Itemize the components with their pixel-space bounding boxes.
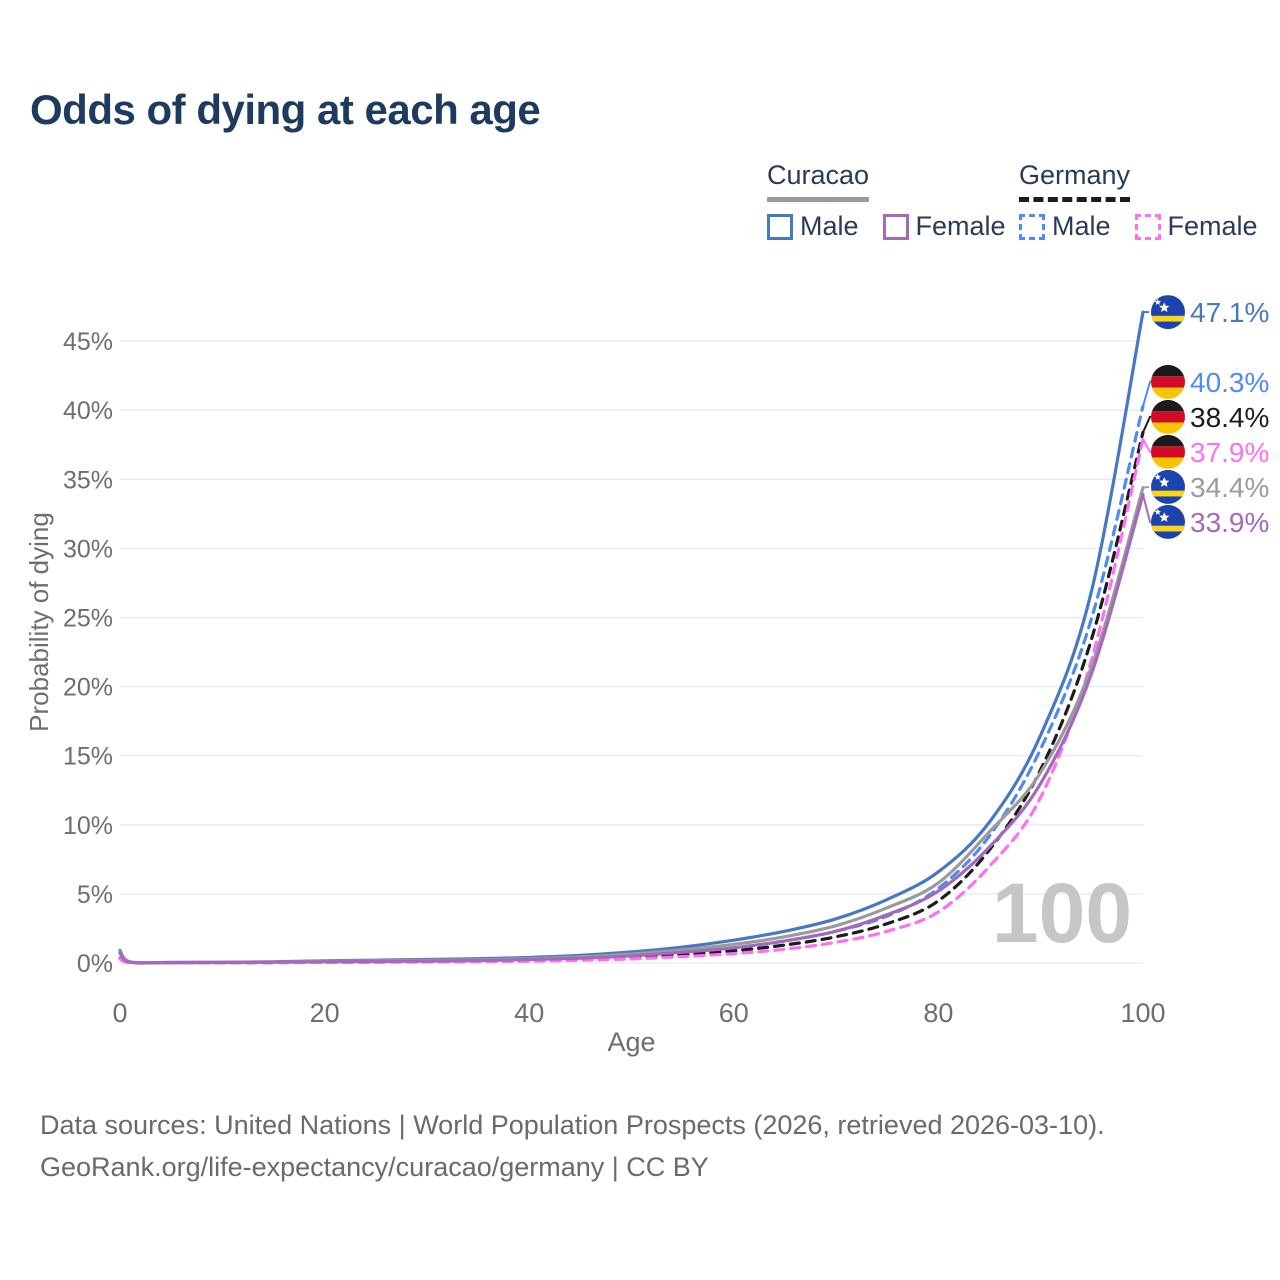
leader-line [1142,380,1152,407]
flag-field [1151,469,1185,504]
y-tick-label: 40% [63,397,113,425]
y-tick-label: 15% [63,743,113,771]
flag-stripe [1151,315,1185,322]
flag-band-gold [1151,457,1185,469]
star-shape [1159,477,1170,487]
y-tick-label: 20% [63,674,113,702]
star-shape [1154,508,1162,515]
series-line-germany-male [118,404,1145,965]
flag-band-red [1151,446,1185,458]
flag-band-black [1151,434,1185,447]
curacao-flag-icon [1151,469,1185,504]
x-tick-label: 0 [112,998,127,1028]
y-tick-label: 30% [63,535,113,563]
end-value-label-33.9%: 33.9% [1190,507,1269,538]
end-value-label-40.3%: 40.3% [1190,367,1269,398]
curacao-male-swatch-icon [767,213,793,240]
legend-header-curacao: Curacao [767,160,870,202]
flag-band-gold [1151,387,1185,399]
legend-item-curacao-female: Female [882,211,1006,242]
end-value-label-37.9%: 37.9% [1190,437,1269,468]
end-value-label-34.4%: 34.4% [1190,472,1269,503]
star-shape [1159,512,1170,522]
legend-item-germany-female: Female [1134,211,1258,242]
flag-band-black [1151,364,1185,377]
x-tick-label: 60 [719,998,749,1028]
footer-line-1: Data sources: United Nations | World Pop… [40,1110,1105,1140]
germany-flag-icon [1151,434,1185,469]
curacao-flag-icon [1151,295,1185,330]
flag-band-black [1151,399,1185,412]
star-shape [1159,302,1170,313]
legend-group-germany: Germany Male Female [1019,160,1258,242]
legend-group-curacao: Curacao Male Female [767,160,1006,242]
x-axis-title: Age [607,1027,655,1057]
flag-band-red [1151,411,1185,423]
flag-field [1151,504,1185,539]
y-tick-label: 10% [63,812,113,840]
y-tick-label: 25% [63,605,113,633]
leader-line [1142,415,1152,433]
watermark-age-100: 100 [992,866,1132,960]
y-tick-label: 0% [77,950,113,978]
legend-label-curacao-female: Female [915,211,1006,241]
curacao-flag-icon [1151,504,1185,539]
flag-stripe [1151,490,1185,497]
legend-label-germany-male: Male [1052,211,1111,241]
legend-header-germany: Germany [1019,160,1131,202]
series-line-curacao-both-sexes [118,486,1145,965]
end-value-label-47.1%: 47.1% [1190,297,1269,328]
series-line-germany-both-sexes [118,430,1145,965]
x-tick-label: 40 [514,998,544,1028]
flag-stripe [1151,525,1185,532]
y-axis-title: Probability of dying [24,512,54,732]
germany-male-swatch-icon [1019,213,1045,240]
germany-flag-icon [1151,399,1185,434]
curacao-female-swatch-icon [882,213,909,240]
leader-line [1142,438,1152,453]
leader-line [1142,494,1152,523]
series-line-germany-female [118,437,1145,965]
page-title: Odds of dying at each age [30,86,541,133]
legend-label-germany-female: Female [1167,211,1258,241]
data-sources-footer: Data sources: United Nations | World Pop… [40,1104,1105,1188]
x-tick-label: 80 [923,998,953,1028]
x-tick-label: 20 [310,998,340,1028]
footer-line-2: GeoRank.org/life-expectancy/curacao/germ… [40,1152,709,1182]
flag-field [1151,295,1185,330]
germany-flag-icon [1151,364,1185,399]
legend-item-germany-male: Male [1019,211,1111,242]
star-shape [1154,473,1162,480]
end-value-label-38.4%: 38.4% [1190,402,1269,433]
flag-band-gold [1151,422,1185,434]
flag-band-red [1151,376,1185,388]
y-tick-label: 35% [63,466,113,494]
germany-female-swatch-icon [1134,213,1161,240]
leader-line [1142,485,1150,489]
star-shape [1154,298,1162,305]
legend-label-curacao-male: Male [800,211,859,241]
y-tick-label: 5% [77,881,113,909]
x-tick-label: 100 [1120,998,1165,1028]
series-line-curacao-female [118,492,1145,965]
legend-item-curacao-male: Male [767,211,859,242]
y-tick-label: 45% [63,328,113,356]
